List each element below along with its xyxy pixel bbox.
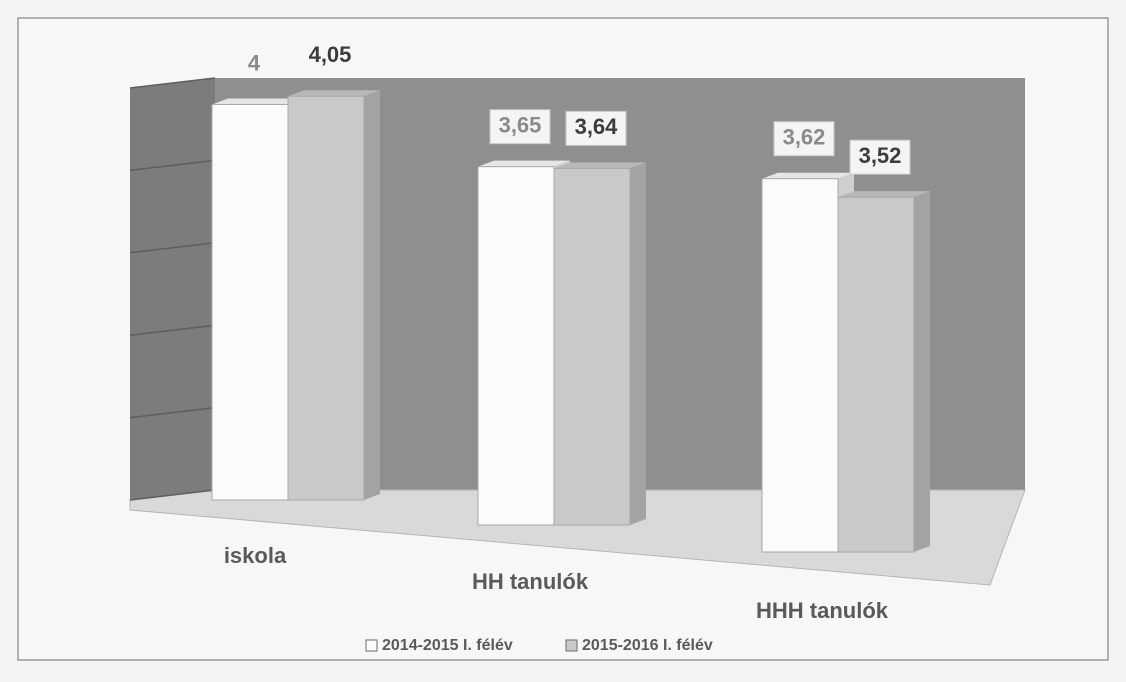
x-tick-label: HH tanulók: [472, 569, 589, 594]
bar-top: [478, 160, 570, 167]
legend-swatch: [565, 639, 578, 652]
x-tick-label: iskola: [224, 543, 287, 568]
data-label: 4: [248, 50, 261, 75]
x-tick-label: HHH tanulók: [756, 598, 889, 623]
data-label-box: [565, 110, 627, 146]
grid-line: [129, 324, 216, 336]
bar-side: [914, 191, 930, 552]
bar-top: [288, 90, 380, 97]
data-label: 3,52: [859, 143, 902, 168]
bar: [553, 167, 631, 526]
legend-swatch: [365, 639, 378, 652]
data-label-box: [489, 109, 551, 145]
bar-side: [364, 90, 380, 501]
data-label: 4,05: [309, 42, 352, 67]
bar-top: [838, 191, 930, 198]
data-label: 3,62: [783, 125, 826, 150]
bar: [287, 95, 365, 501]
data-label: 3,65: [499, 112, 542, 137]
grid-line: [129, 242, 216, 254]
grid-line: [129, 159, 216, 172]
data-label-box: [849, 139, 911, 175]
grid-line: [129, 406, 216, 419]
bar-top: [212, 98, 304, 105]
bar: [211, 103, 289, 501]
data-label: 3,64: [575, 114, 619, 139]
bar-top: [554, 162, 646, 169]
data-label-box: [773, 121, 835, 157]
bar-top: [762, 172, 854, 179]
bar: [761, 178, 839, 553]
bar: [837, 196, 915, 553]
grid-line: [129, 77, 216, 89]
side-wall: [130, 78, 215, 500]
grid-line: [129, 489, 216, 501]
bar-side: [630, 162, 646, 525]
legend-label: 2014-2015 I. félév: [382, 637, 513, 654]
legend-label: 2015-2016 I. félév: [582, 637, 713, 654]
bar: [477, 166, 555, 526]
